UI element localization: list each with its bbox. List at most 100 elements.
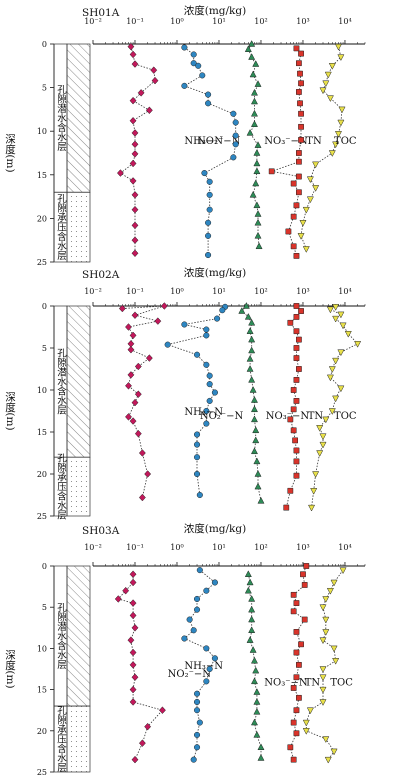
data-point bbox=[298, 308, 304, 314]
data-point bbox=[211, 389, 218, 396]
series-triangle-down: TOC bbox=[308, 304, 362, 512]
y-tick-label: 15 bbox=[37, 686, 47, 695]
x-tick-label: 10⁻² bbox=[84, 17, 102, 26]
x-axis-title: 浓度(mg/kg) bbox=[184, 4, 247, 17]
y-axis-title: 深度(m) bbox=[4, 391, 16, 430]
data-point bbox=[232, 119, 239, 126]
lithology-layer bbox=[66, 43, 91, 193]
data-point bbox=[257, 754, 265, 761]
data-point bbox=[193, 690, 201, 697]
data-point bbox=[322, 80, 330, 88]
data-point bbox=[302, 719, 310, 727]
data-point bbox=[230, 110, 237, 117]
data-point bbox=[193, 431, 201, 438]
data-point bbox=[131, 60, 139, 68]
data-point bbox=[248, 318, 256, 326]
data-point bbox=[195, 62, 202, 69]
data-point bbox=[206, 178, 213, 185]
series-line bbox=[119, 46, 156, 254]
data-point bbox=[193, 454, 201, 461]
series-triangle-up: NO₃⁻−N bbox=[244, 40, 308, 250]
data-point bbox=[193, 441, 201, 448]
y-tick-label: 0 bbox=[42, 562, 47, 571]
data-point bbox=[298, 80, 304, 87]
data-point bbox=[129, 177, 137, 185]
data-point bbox=[290, 243, 297, 250]
data-point bbox=[332, 658, 340, 665]
data-point bbox=[316, 450, 324, 457]
data-point bbox=[319, 699, 327, 706]
data-point bbox=[306, 196, 314, 204]
data-point bbox=[312, 161, 320, 169]
data-point bbox=[326, 306, 334, 314]
data-point bbox=[254, 80, 262, 87]
data-point bbox=[190, 756, 197, 763]
data-point bbox=[296, 89, 302, 95]
data-point bbox=[193, 707, 201, 714]
chart-panel-SH02A: SH02A 浓度(mg/kg) 10⁻² 10⁻¹ 10⁰ 10¹ 10² 10³ 10⁴ 0 5 1… bbox=[4, 266, 366, 521]
data-point bbox=[293, 303, 300, 309]
data-point bbox=[330, 645, 338, 653]
data-point bbox=[129, 648, 137, 657]
data-point bbox=[306, 707, 314, 715]
y-axis-title: 深度(m) bbox=[4, 133, 16, 172]
lithology-layer bbox=[66, 565, 91, 707]
y-tick-label: 0 bbox=[42, 302, 47, 311]
lithology-label-cell bbox=[53, 705, 68, 773]
y-axis-title: 深度(m) bbox=[4, 649, 16, 688]
data-point bbox=[129, 611, 137, 620]
data-point bbox=[322, 736, 330, 743]
data-point bbox=[134, 390, 142, 398]
data-point bbox=[296, 694, 302, 701]
panel-title: SH01A bbox=[82, 7, 120, 19]
data-point bbox=[244, 570, 252, 577]
data-point bbox=[301, 616, 308, 623]
data-point bbox=[290, 406, 297, 413]
lithology-label: 孔隙潜水含水层 bbox=[55, 85, 67, 152]
data-point bbox=[290, 719, 297, 726]
data-point bbox=[122, 586, 130, 595]
data-point bbox=[214, 315, 221, 322]
data-point bbox=[205, 91, 212, 98]
data-point bbox=[326, 95, 334, 103]
data-point bbox=[250, 718, 258, 726]
data-point bbox=[129, 159, 137, 168]
data-point bbox=[203, 587, 210, 594]
y-tick-label: 20 bbox=[37, 470, 47, 479]
data-point bbox=[339, 322, 347, 330]
data-point bbox=[293, 674, 300, 681]
y-tick-label: 10 bbox=[37, 644, 47, 653]
data-point bbox=[129, 599, 137, 607]
data-point bbox=[253, 688, 261, 695]
series-label: NH₃−N bbox=[184, 136, 223, 147]
series-circle: NH₃−N bbox=[181, 567, 223, 763]
data-point bbox=[252, 60, 260, 67]
data-point bbox=[250, 405, 258, 413]
data-point bbox=[330, 748, 338, 756]
x-tick-label: 10⁰ bbox=[170, 17, 183, 26]
data-point bbox=[319, 604, 327, 612]
series-diamond: NO₂⁻−N bbox=[116, 42, 241, 258]
data-point bbox=[319, 666, 327, 673]
data-point bbox=[145, 106, 153, 115]
data-point bbox=[250, 88, 258, 96]
data-point bbox=[249, 646, 257, 653]
data-point bbox=[246, 365, 254, 372]
data-point bbox=[248, 40, 256, 47]
data-point bbox=[293, 458, 300, 465]
data-point bbox=[253, 159, 261, 167]
data-point bbox=[131, 311, 139, 320]
data-point bbox=[319, 87, 327, 95]
y-tick-label: 20 bbox=[37, 727, 47, 736]
series-square: TN bbox=[287, 563, 320, 763]
data-point bbox=[332, 304, 340, 311]
data-point bbox=[129, 685, 137, 694]
data-point bbox=[290, 387, 297, 393]
data-point bbox=[196, 719, 203, 726]
data-point bbox=[312, 185, 320, 192]
data-point bbox=[246, 354, 254, 362]
data-point bbox=[248, 53, 256, 60]
data-point bbox=[248, 375, 256, 383]
data-point bbox=[131, 249, 139, 258]
data-point bbox=[290, 427, 297, 434]
